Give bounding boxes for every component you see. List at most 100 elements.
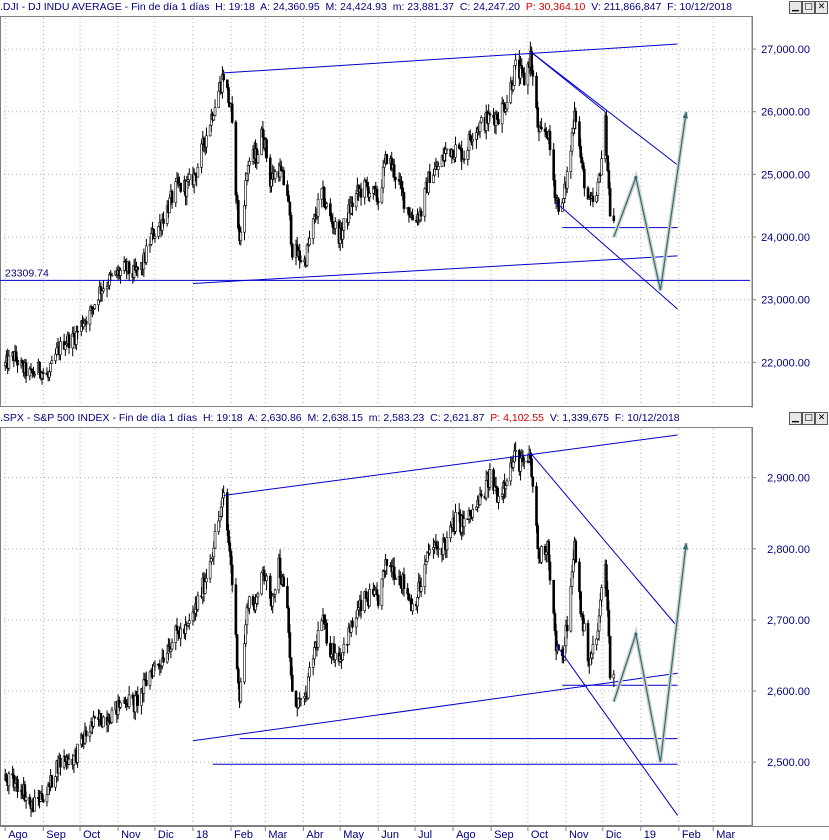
price-body (475, 506, 478, 510)
price-body (313, 647, 316, 660)
price-body (383, 162, 386, 168)
trend-line (223, 434, 678, 496)
minimize-icon[interactable]: ▁ (789, 1, 802, 14)
y-tick-label: 2,900.00 (767, 473, 810, 485)
price-body (606, 589, 609, 611)
price-body (194, 172, 197, 176)
price-body (228, 542, 232, 552)
price-body (521, 68, 525, 74)
price-body (235, 634, 239, 670)
dji-panel: .DJI - DJ INDU AVERAGE - Fin de día 1 dí… (0, 0, 829, 411)
price-series (3, 441, 616, 817)
price-body (88, 731, 92, 737)
dji-symbol: .DJI (0, 1, 19, 13)
price-body (82, 323, 86, 327)
price-body (505, 102, 509, 110)
minimize-icon[interactable]: ▁ (789, 412, 802, 425)
close-icon[interactable]: ✕ (815, 1, 828, 14)
price-body (49, 363, 52, 373)
price-body (311, 218, 315, 239)
plot-frame (0, 16, 753, 407)
price-body (13, 782, 17, 788)
price-body (591, 195, 595, 203)
price-body (322, 187, 326, 207)
price-body (454, 512, 457, 532)
price-body (248, 596, 251, 609)
price-body (359, 188, 363, 198)
price-body (124, 699, 127, 704)
price-body (288, 201, 292, 216)
price-body (176, 630, 180, 635)
price-body (84, 730, 88, 737)
price-body (578, 561, 581, 593)
price-body (333, 652, 337, 660)
price-body (380, 187, 384, 203)
price-body (219, 506, 223, 517)
price-body (187, 174, 191, 180)
price-body (590, 653, 594, 659)
price-body (583, 168, 586, 189)
time-axis: Ago Sep Oct Nov Dic 18 Feb Mar Abr May Jun Jul Ago Se… (0, 826, 829, 840)
price-body (153, 663, 157, 667)
price-body (454, 144, 457, 158)
price-body (168, 197, 171, 214)
price-body (540, 126, 543, 130)
price-body (294, 690, 298, 707)
y-tick-label: 26,000.00 (761, 107, 810, 119)
x-tick-label: Ago (456, 829, 476, 840)
price-body (600, 587, 603, 601)
price-body (38, 361, 41, 374)
price-body (392, 164, 396, 178)
price-body (504, 485, 508, 490)
price-body (265, 575, 268, 581)
price-body (407, 207, 411, 216)
price-body (217, 90, 221, 108)
price-body (145, 245, 148, 263)
price-body (179, 182, 182, 192)
price-body (136, 266, 140, 270)
price-body (127, 261, 131, 274)
price-body (545, 551, 548, 555)
price-body (213, 107, 217, 116)
price-body (76, 743, 79, 763)
spx-time: 19:18 (216, 412, 243, 424)
price-body (67, 334, 71, 349)
price-body (136, 694, 140, 706)
price-body (513, 65, 516, 86)
spx-p: 4,102.55 (503, 412, 544, 424)
price-body (230, 564, 234, 586)
price-body (299, 697, 303, 700)
price-body (273, 589, 277, 595)
price-body (119, 270, 122, 276)
price-body (437, 548, 440, 550)
maximize-icon[interactable]: □ (802, 412, 815, 425)
price-body (354, 193, 358, 208)
x-tick-label: Jun (381, 829, 399, 840)
price-body (221, 497, 224, 508)
price-body (341, 652, 344, 661)
price-body (511, 461, 515, 468)
close-icon[interactable]: ✕ (815, 412, 828, 425)
maximize-icon[interactable]: □ (802, 1, 815, 14)
price-body (424, 561, 428, 566)
price-body (359, 599, 363, 611)
price-body (595, 195, 598, 203)
price-body (385, 559, 389, 566)
price-body (419, 586, 423, 592)
price-body (428, 171, 432, 184)
spx-symbol: .SPX (0, 412, 24, 424)
price-body (234, 584, 238, 635)
price-body (445, 148, 449, 151)
price-body (110, 274, 114, 277)
trend-line (223, 43, 678, 74)
y-tick-label: 24,000.00 (761, 232, 810, 244)
price-body (572, 128, 575, 134)
price-body (492, 114, 495, 118)
price-body (600, 158, 603, 176)
price-body (237, 668, 240, 684)
price-body (81, 734, 84, 740)
price-body (76, 330, 79, 333)
price-body (495, 113, 499, 120)
price-body (411, 214, 414, 221)
price-body (497, 119, 500, 125)
